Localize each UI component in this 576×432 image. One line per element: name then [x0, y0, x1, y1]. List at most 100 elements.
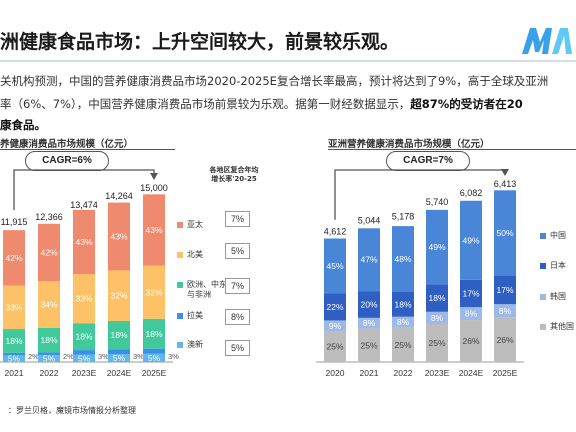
- legend-japan: 日本: [540, 260, 566, 271]
- legend-swatch-asia-pacific: [177, 221, 183, 228]
- legend-australia-nz: 澳新: [177, 339, 203, 350]
- segment-value-label: 42%: [5, 253, 22, 263]
- category-tick-label: 2022: [394, 368, 413, 378]
- bar-segment: [358, 291, 380, 318]
- bar-segment: [143, 318, 165, 349]
- bar-total-label: 14,264: [105, 191, 133, 201]
- bar-segment: [460, 320, 482, 362]
- segment-value-label: 5%: [78, 353, 91, 363]
- segment-value-label: 32%: [110, 291, 127, 301]
- segment-value-label: 5%: [8, 354, 21, 364]
- segment-value-label: 2%: [63, 352, 74, 361]
- segment-value-label: 25%: [326, 342, 343, 352]
- legend-label-china: 中国: [550, 231, 566, 240]
- legend-swatch-australia-nz: [177, 341, 183, 348]
- bar-segment: [494, 190, 516, 276]
- segment-value-label: 25%: [428, 338, 445, 348]
- cagr-arrow-head: [501, 169, 509, 176]
- legend-swatch-other: [540, 323, 546, 330]
- bar-segment: [324, 320, 346, 332]
- bar-segment: [324, 331, 346, 362]
- bar-total-label: 5,740: [426, 197, 449, 207]
- growth-rate-latin-america: 8%: [225, 309, 250, 325]
- bar-segment: [494, 317, 516, 362]
- legend-swatch-japan: [540, 262, 546, 269]
- bar-segment: [324, 293, 346, 321]
- segment-value-label: 43%: [145, 225, 162, 235]
- right-stacked-bar-chart: 25% 9% 22% 45% 4,612 2020 25% 8% 20% 47% 5,044 2021…: [316, 169, 524, 378]
- legend-china: 中国: [540, 230, 566, 241]
- bar-segment: [358, 328, 380, 362]
- segment-value-label: 18%: [110, 330, 127, 340]
- bar-segment: [73, 350, 95, 355]
- legend-label-north-america: 北美: [187, 250, 203, 259]
- legend-swatch-emea: [177, 281, 183, 288]
- growth-rate-north-america: 5%: [225, 243, 250, 259]
- growth-rate-asia-pacific: 7%: [225, 211, 250, 227]
- segment-value-label: 47%: [360, 255, 377, 265]
- body-paragraph-line-1: 关机构预测，中国的营养健康消费品市场2020-2025E复合增长率最高，预计将达…: [0, 74, 549, 88]
- segment-value-label: 22%: [326, 302, 343, 312]
- segment-value-label: 26%: [462, 336, 479, 346]
- legend-label-japan: 日本: [550, 261, 566, 270]
- body-text-bold: 超87%的受访者在20: [410, 97, 523, 111]
- category-tick-label: 2023E: [72, 368, 97, 378]
- segment-value-label: 18%: [75, 332, 92, 342]
- body-text-plain: 率（6%、7%），中国营养健康消费品市场前景较为乐观。据第一财经数据显示，: [0, 97, 411, 111]
- bar-segment: [143, 348, 165, 354]
- bar-segment: [392, 291, 414, 317]
- bar-total-label: 6,413: [494, 179, 517, 189]
- right-chart-title-underline: [328, 149, 576, 150]
- source-note: ：罗兰贝格，魔镜市场情报分析整理: [8, 406, 136, 415]
- bar-segment: [73, 354, 95, 362]
- bar-segment: [3, 355, 25, 362]
- bar-total-label: 13,474: [70, 200, 98, 210]
- category-tick-label: 2022: [40, 368, 59, 378]
- legend-label-other: 其他国: [550, 322, 574, 331]
- bar-segment: [143, 353, 165, 362]
- legend-emea: 欧洲、中东与非洲: [177, 280, 227, 300]
- segment-value-label: 18%: [428, 293, 445, 303]
- bar-segment: [108, 270, 130, 321]
- segment-value-label: 8%: [363, 318, 376, 328]
- legend-swatch-north-america: [177, 251, 183, 258]
- legend-other: 其他国: [540, 321, 574, 332]
- bar-segment: [324, 238, 346, 294]
- cagr-arrow-head: [150, 173, 158, 180]
- body-paragraph-line-2: 率（6%、7%），中国营养健康消费品市场前景较为乐观。据第一财经数据显示，超87…: [0, 96, 576, 112]
- bar-segment: [108, 354, 130, 362]
- bar-segment: [108, 320, 130, 350]
- bar-segment: [426, 209, 448, 285]
- segment-value-label: 34%: [40, 300, 57, 310]
- legend-label-australia-nz: 澳新: [187, 340, 203, 349]
- segment-value-label: 18%: [5, 336, 22, 346]
- segment-value-label: 18%: [40, 335, 57, 345]
- segment-value-label: 8%: [465, 309, 478, 319]
- growth-rate-emea: 7%: [225, 278, 250, 294]
- segment-value-label: 49%: [428, 242, 445, 252]
- segment-value-label: 25%: [394, 340, 411, 350]
- category-tick-label: 2023E: [425, 368, 450, 378]
- segment-value-label: 18%: [394, 299, 411, 309]
- legend-swatch-china: [540, 232, 546, 239]
- category-tick-label: 2025E: [493, 368, 518, 378]
- category-tick-label: 2021: [5, 368, 24, 378]
- segment-value-label: 2%: [28, 352, 39, 361]
- bar-segment: [460, 279, 482, 308]
- bar-segment: [38, 355, 60, 362]
- bar-segment: [426, 284, 448, 312]
- segment-value-label: 17%: [496, 285, 513, 295]
- segment-value-label: 5%: [148, 353, 161, 363]
- legend-latin-america: 拉美: [177, 310, 203, 321]
- bar-segment: [358, 317, 380, 329]
- bar-segment: [3, 329, 25, 353]
- category-tick-label: 2020: [326, 368, 345, 378]
- category-tick-label: 2024E: [107, 368, 132, 378]
- legend-swatch-korea: [540, 293, 546, 300]
- bar-segment: [108, 202, 130, 271]
- bar-segment: [3, 230, 25, 286]
- legend-label-latin-america: 拉美: [187, 311, 203, 320]
- bar-segment: [38, 223, 60, 282]
- right-chart-title: 亚洲营养健康消费品市场规模（亿元）: [328, 139, 490, 150]
- segment-value-label: 3%: [98, 352, 109, 361]
